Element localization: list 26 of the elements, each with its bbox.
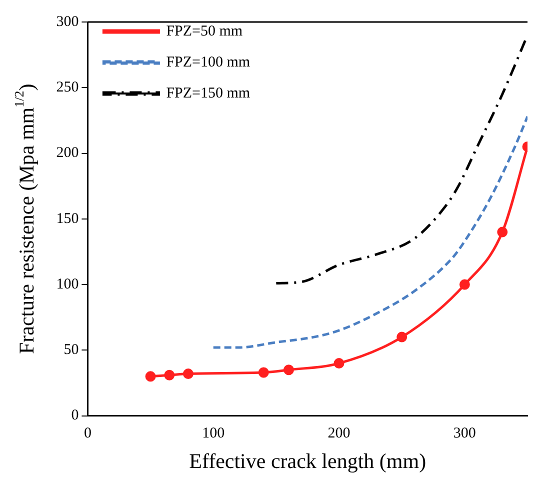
x-tick-label: 300 (453, 426, 476, 442)
y-tick-label: 100 (56, 276, 79, 292)
point (164, 370, 175, 380)
y-tick-label: 300 (56, 14, 79, 30)
x-axis-title: Effective crack length (mm) (189, 448, 426, 473)
x-tick-label: 200 (328, 426, 350, 442)
y-tick-label: 50 (64, 342, 79, 358)
point (182, 368, 194, 380)
legend-label: FPZ=100 mm (166, 54, 250, 70)
point (497, 226, 508, 238)
y-tick-label: 150 (56, 210, 79, 227)
point (334, 358, 344, 369)
x-tick-label: 0 (84, 426, 92, 442)
legend-label: FPZ=150 mm (166, 85, 250, 102)
y-tick-label: 0 (71, 408, 79, 424)
y-tick-label: 200 (56, 145, 79, 162)
y-axis-title: Fracture resistence (Mpa mm1/2) (11, 84, 39, 354)
y-tick-label: 250 (56, 80, 79, 96)
point (284, 364, 294, 376)
line-series (212, 115, 528, 349)
point (145, 371, 156, 382)
point (396, 332, 408, 342)
point (258, 367, 269, 378)
point (459, 279, 470, 290)
x-tick-label: 100 (202, 426, 225, 442)
legend-label: FPZ=50 mm (166, 23, 243, 40)
